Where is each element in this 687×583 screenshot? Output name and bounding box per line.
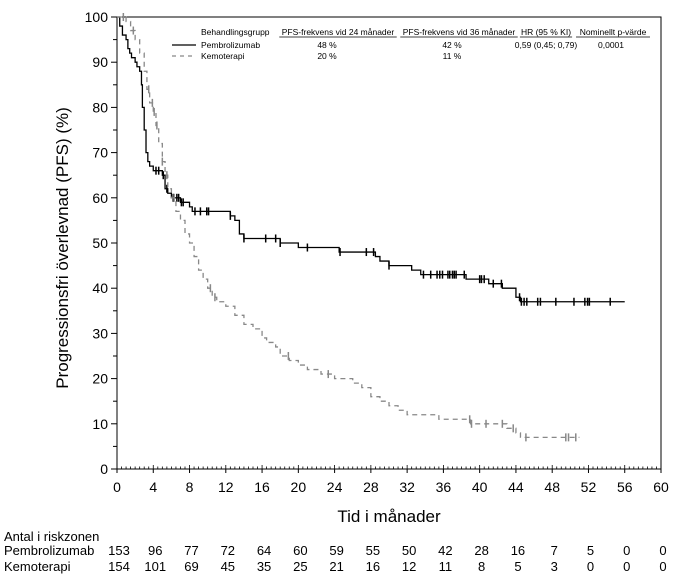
legend-cell: 0,59 (0,45; 0,79) <box>515 40 578 50</box>
x-tick-label: 36 <box>436 479 452 495</box>
y-tick-label: 80 <box>92 99 108 115</box>
risk-value: 3 <box>551 559 558 574</box>
risk-value: 28 <box>474 543 488 558</box>
risk-value: 21 <box>329 559 343 574</box>
risk-value: 8 <box>478 559 485 574</box>
y-tick-label: 10 <box>92 416 108 432</box>
y-axis-title: Progressionsfri överlevnad (PFS) (%) <box>53 107 72 389</box>
legend: Behandlingsgrupp PFS-frekvens vid 24 måna… <box>172 27 650 61</box>
km-curve-kemoterapi <box>117 16 580 439</box>
risk-table-title: Antal i riskzonen <box>4 529 99 544</box>
risk-value: 5 <box>587 543 594 558</box>
curves <box>117 13 625 442</box>
legend-header: Behandlingsgrupp <box>201 27 270 37</box>
risk-value: 11 <box>439 559 453 574</box>
risk-value: 16 <box>366 559 380 574</box>
legend-cell: 0,0001 <box>598 40 624 50</box>
plot-frame <box>116 16 662 470</box>
legend-cell: Kemoterapi <box>201 51 245 61</box>
y-tick-label: 60 <box>92 190 108 206</box>
risk-value: 0 <box>659 559 666 574</box>
risk-value: 42 <box>438 543 452 558</box>
x-tick-label: 20 <box>291 479 307 495</box>
x-tick-label: 48 <box>544 479 560 495</box>
x-tick-label: 44 <box>508 479 524 495</box>
risk-value: 7 <box>551 543 558 558</box>
risk-value: 60 <box>293 543 307 558</box>
risk-value: 16 <box>511 543 525 558</box>
legend-cell: 11 % <box>443 51 462 61</box>
risk-value: 101 <box>144 559 166 574</box>
risk-value: 35 <box>257 559 271 574</box>
risk-value: 154 <box>108 559 130 574</box>
risk-value: 72 <box>221 543 235 558</box>
risk-value: 50 <box>402 543 416 558</box>
axes: 0 4 8 12 16 20 24 28 32 36 40 44 48 52 56 6001020304050… <box>85 9 669 495</box>
y-tick-label: 40 <box>92 280 108 296</box>
legend-header: PFS-frekvens vid 36 månader <box>403 27 516 37</box>
risk-row-label: Pembrolizumab <box>4 543 94 558</box>
risk-value: 55 <box>366 543 380 558</box>
x-tick-label: 4 <box>149 479 157 495</box>
risk-value: 0 <box>623 559 630 574</box>
legend-header: PFS-frekvens vid 24 månader <box>282 27 395 37</box>
risk-value: 59 <box>329 543 343 558</box>
risk-value: 25 <box>293 559 307 574</box>
km-curve-pembrolizumab <box>117 16 625 303</box>
y-tick-label: 20 <box>92 371 108 387</box>
risk-value: 12 <box>402 559 416 574</box>
x-tick-label: 8 <box>186 479 194 495</box>
risk-value: 0 <box>659 543 666 558</box>
risk-row-label: Kemoterapi <box>4 559 71 574</box>
x-tick-label: 24 <box>327 479 343 495</box>
x-tick-label: 40 <box>472 479 488 495</box>
x-tick-label: 52 <box>581 479 597 495</box>
x-tick-label: 16 <box>254 479 270 495</box>
x-tick-label: 32 <box>399 479 415 495</box>
x-tick-label: 56 <box>617 479 633 495</box>
y-tick-label: 30 <box>92 325 108 341</box>
legend-cell: 42 % <box>442 40 462 50</box>
x-tick-label: 60 <box>653 479 669 495</box>
risk-value: 5 <box>514 559 521 574</box>
y-tick-label: 100 <box>85 9 109 25</box>
y-tick-label: 90 <box>92 54 108 70</box>
risk-value: 0 <box>623 543 630 558</box>
legend-header: HR (95 % KI) <box>521 27 571 37</box>
risk-value: 153 <box>108 543 130 558</box>
risk-value: 69 <box>184 559 198 574</box>
legend-cell: Pembrolizumab <box>201 40 260 50</box>
legend-cell: 20 % <box>317 51 337 61</box>
risk-value: 45 <box>221 559 235 574</box>
risk-value: 64 <box>257 543 271 558</box>
legend-cell: 48 % <box>317 40 337 50</box>
x-tick-label: 0 <box>113 479 121 495</box>
legend-header: Nominellt p-värde <box>580 27 647 37</box>
y-tick-label: 0 <box>100 461 108 477</box>
risk-value: 0 <box>587 559 594 574</box>
risk-value: 77 <box>184 543 198 558</box>
x-tick-label: 28 <box>363 479 379 495</box>
x-tick-label: 12 <box>218 479 234 495</box>
y-tick-label: 70 <box>92 145 108 161</box>
y-tick-label: 50 <box>92 235 108 251</box>
risk-value: 96 <box>148 543 162 558</box>
x-axis-title: Tid i månader <box>337 507 441 526</box>
